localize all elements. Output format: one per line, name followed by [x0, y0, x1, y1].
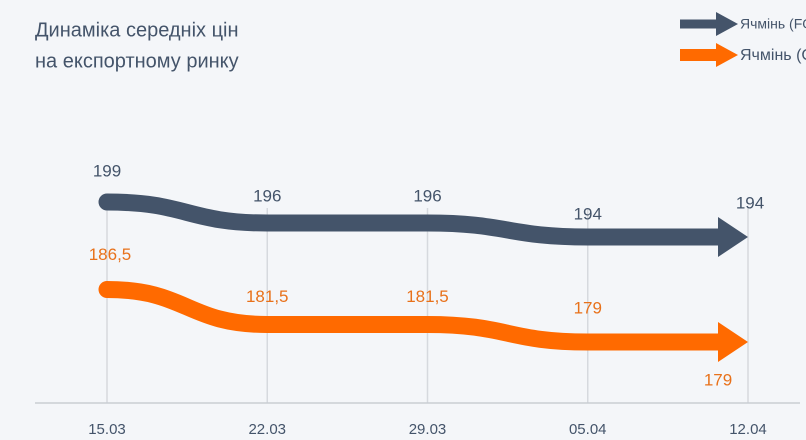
x-tick-label: 29.03 [409, 421, 447, 438]
data-label: 179 [574, 298, 602, 317]
x-tick-label: 22.03 [248, 421, 286, 438]
x-tick-label: 15.03 [88, 421, 126, 438]
legend-swatch-head [716, 12, 738, 36]
data-label: 194 [736, 193, 764, 212]
legend-label: Ячмінь (CPT, попит) [740, 47, 806, 64]
data-label: 181,5 [246, 287, 289, 306]
data-label: 199 [93, 161, 121, 180]
data-label: 181,5 [406, 287, 449, 306]
data-label: 196 [413, 186, 441, 205]
series-line [98, 193, 732, 246]
arrow-head [718, 217, 748, 257]
data-label: 186,5 [89, 245, 132, 264]
arrow-head [718, 322, 748, 362]
series-line [98, 281, 732, 351]
x-tick-label: 12.04 [729, 421, 767, 438]
chart-title: на експортному ринку [35, 50, 239, 72]
data-label: 196 [253, 186, 281, 205]
data-label: 179 [704, 370, 732, 389]
data-label: 194 [574, 204, 602, 223]
legend-swatch-head [716, 43, 738, 67]
chart-title: Динаміка середніх цін [35, 19, 239, 41]
x-tick-label: 05.04 [569, 421, 607, 438]
legend-label: Ячмінь (FOB, попит) [740, 16, 806, 32]
